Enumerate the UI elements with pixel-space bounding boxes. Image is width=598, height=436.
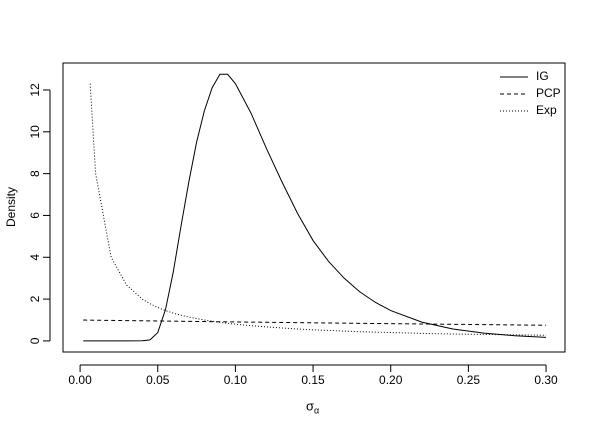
x-axis-label: σ (306, 398, 314, 413)
x-tick-label: 0.20 (379, 373, 403, 387)
y-tick-label: 2 (28, 295, 42, 302)
plot-box (62, 62, 566, 353)
series-line (89, 83, 547, 336)
y-tick-label: 6 (28, 212, 42, 219)
x-tick-label: 0.05 (146, 373, 170, 387)
legend-label: Exp (536, 103, 557, 117)
plot-area (83, 73, 547, 342)
x-tick-label: 0.10 (224, 373, 248, 387)
y-axis-label: Density (4, 187, 18, 227)
y-tick-label: 12 (28, 83, 42, 97)
y-tick-label: 0 (28, 337, 42, 344)
x-tick-label: 0.00 (68, 373, 92, 387)
y-tick-label: 4 (28, 254, 42, 261)
y-tick-label: 10 (28, 125, 42, 139)
x-tick-label: 0.15 (301, 373, 325, 387)
legend-label: PCP (536, 86, 561, 100)
x-tick-label: 0.25 (457, 373, 481, 387)
legend-label: IG (536, 69, 549, 83)
series-line (83, 73, 547, 342)
x-axis-label-subscript: α (314, 405, 319, 415)
x-tick-label: 0.30 (534, 373, 558, 387)
y-tick-label: 8 (28, 170, 42, 177)
series-line (83, 319, 547, 326)
